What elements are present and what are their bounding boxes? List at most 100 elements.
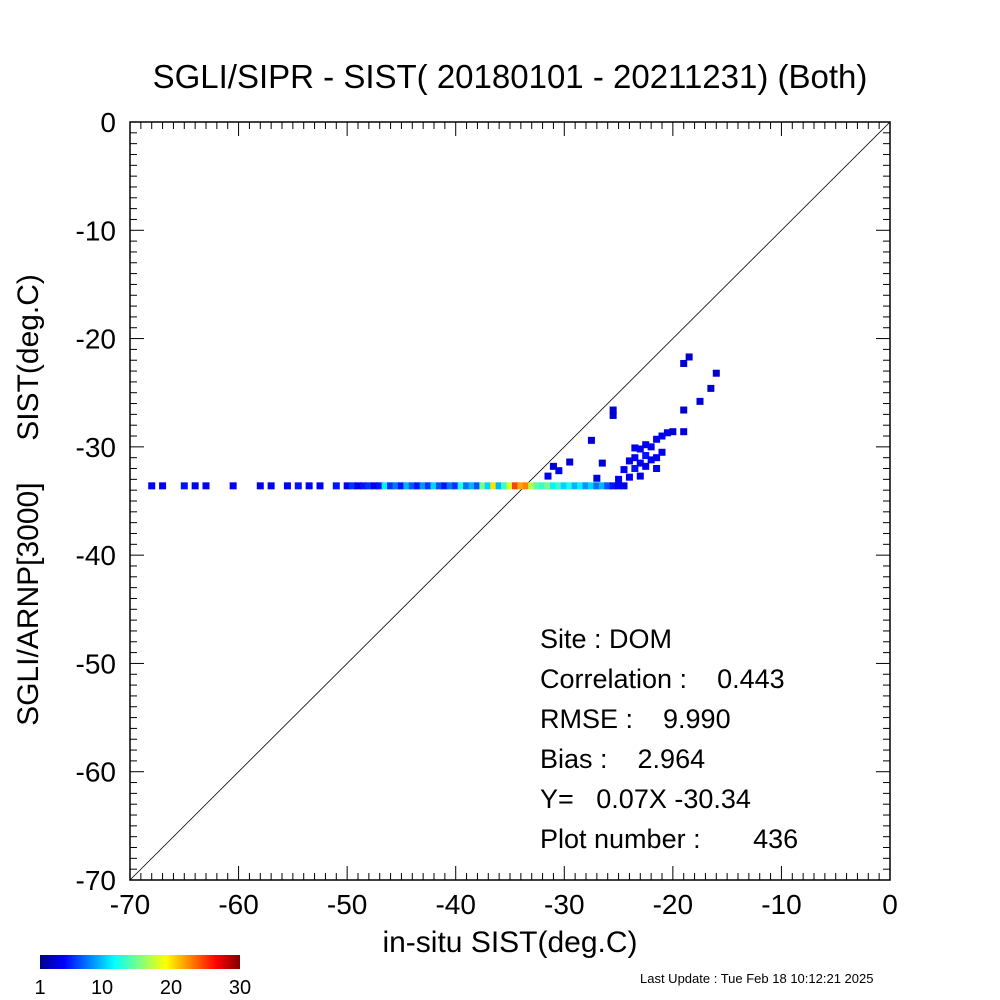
stats-line: RMSE : 9.990 [540,704,731,734]
data-point [305,482,313,490]
y-tick-label: -40 [76,540,116,571]
data-point [256,482,264,490]
data-point [642,441,650,449]
data-point [636,472,644,480]
data-point [484,482,492,490]
x-tick-label: 0 [882,889,898,920]
x-tick-labels: -70 -60 -50 -40 -30 -20 -10 0 [110,889,898,920]
data-point [490,482,498,490]
data-point [680,428,688,436]
data-point [620,466,628,474]
data-point [343,482,351,490]
data-point [555,467,563,475]
data-point [636,445,644,453]
data-point [566,482,574,490]
identity-line [129,121,891,881]
data-point [625,473,633,481]
data-point [446,482,454,490]
data-points [148,353,720,490]
data-point [609,482,617,490]
data-point [609,406,617,414]
chart-title: SGLI/SIPR - SIST( 20180101 - 20211231) (… [153,58,868,95]
data-point [387,482,395,490]
data-point [544,472,552,480]
stats-line: Bias : 2.964 [540,744,705,774]
data-point [479,482,487,490]
data-point [533,482,541,490]
x-axis-label: in-situ SIST(deg.C) [382,926,637,959]
data-point [609,411,617,419]
data-point [593,482,601,490]
y-tick-label: -20 [76,324,116,355]
y-tick-labels: 0 -10 -20 -30 -40 -50 -60 -70 [76,107,116,896]
colorbar-label: 20 [160,977,182,999]
data-point [506,482,514,490]
data-point [587,482,595,490]
y-tick-label: -60 [76,757,116,788]
colorbar-label: 10 [91,977,113,999]
x-tick-label: -50 [327,889,367,920]
data-point [501,482,509,490]
data-point [349,482,357,490]
data-point [544,482,552,490]
data-point [365,482,373,490]
data-point [392,482,400,490]
data-point [425,482,433,490]
last-update-text: Last Update : Tue Feb 18 10:12:21 2025 [640,971,873,986]
colorbar-label: 1 [34,977,45,999]
stats-line: Site : DOM [540,624,672,654]
x-tick-label: -60 [218,889,258,920]
data-point [180,482,188,490]
stats-line: Y= 0.07X -30.34 [540,784,751,814]
data-point [468,482,476,490]
data-point [511,482,519,490]
data-point [712,369,720,377]
data-point [359,482,367,490]
data-point [680,406,688,414]
data-point [283,482,291,490]
x-tick-label: -40 [435,889,475,920]
data-point [707,384,715,392]
y-tick-label: -30 [76,432,116,463]
data-point [267,482,275,490]
data-point [381,482,389,490]
data-point [625,457,633,465]
data-point [598,482,606,490]
data-point [370,482,378,490]
x-tick-label: -70 [110,889,150,920]
data-point [452,482,460,490]
data-point [332,482,340,490]
data-point [316,482,324,490]
stats-line: Plot number : 436 [540,824,798,854]
data-point [577,482,585,490]
data-point [473,482,481,490]
data-point [647,443,655,451]
data-point [566,458,574,466]
data-point [294,482,302,490]
x-tick-label: -10 [761,889,801,920]
data-point [555,482,563,490]
data-point [528,482,536,490]
data-point [539,482,547,490]
data-point [653,465,661,473]
data-point [229,482,237,490]
stats-line: Correlation : 0.443 [540,664,785,694]
data-point [397,482,405,490]
data-point [631,454,639,462]
data-point [658,448,666,456]
data-point [463,482,471,490]
data-point [435,482,443,490]
data-point [441,482,449,490]
data-point [148,482,156,490]
data-point [620,482,628,490]
colorbar-label: 30 [229,977,251,999]
data-point [631,444,639,452]
colorbar-labels: 1 10 20 30 [34,977,251,999]
y-tick-label: 0 [100,107,116,138]
data-point [685,353,693,361]
data-point [642,462,650,470]
data-point [696,397,704,405]
data-point [414,482,422,490]
data-point [653,454,661,462]
